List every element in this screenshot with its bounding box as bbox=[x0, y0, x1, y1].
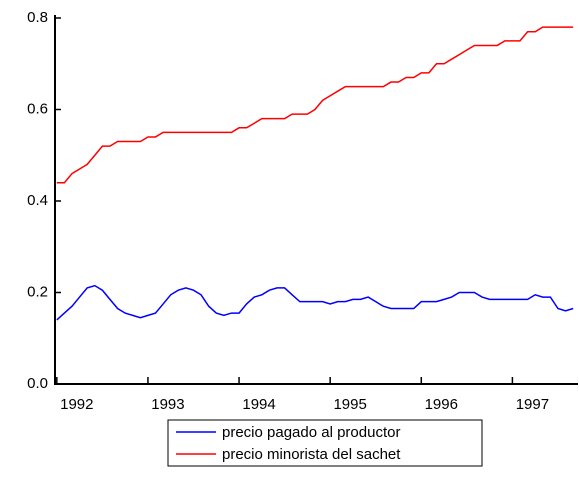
y-tick-label: 0.2 bbox=[27, 283, 48, 300]
data-line bbox=[56, 26, 574, 184]
x-tick-label: 1994 bbox=[242, 396, 275, 413]
y-tick-label: 0.6 bbox=[27, 100, 48, 117]
x-tick-label: 1995 bbox=[333, 396, 366, 413]
x-tick-label: 1996 bbox=[425, 396, 458, 413]
legend-box bbox=[167, 419, 483, 467]
x-tick-label: 1997 bbox=[516, 396, 549, 413]
x-tick-label: 1992 bbox=[60, 396, 93, 413]
legend: precio pagado al productor precio minoris… bbox=[167, 419, 483, 467]
y-tick-label: 0.0 bbox=[27, 375, 48, 392]
data-line bbox=[56, 284, 574, 321]
y-tick-label: 0.4 bbox=[27, 192, 48, 209]
y-tick-label: 0.8 bbox=[27, 9, 48, 26]
legend-label: precio pagado al productor bbox=[222, 424, 400, 441]
legend-label: precio minorista del sachet bbox=[222, 446, 401, 463]
x-tick-label: 1993 bbox=[151, 396, 184, 413]
